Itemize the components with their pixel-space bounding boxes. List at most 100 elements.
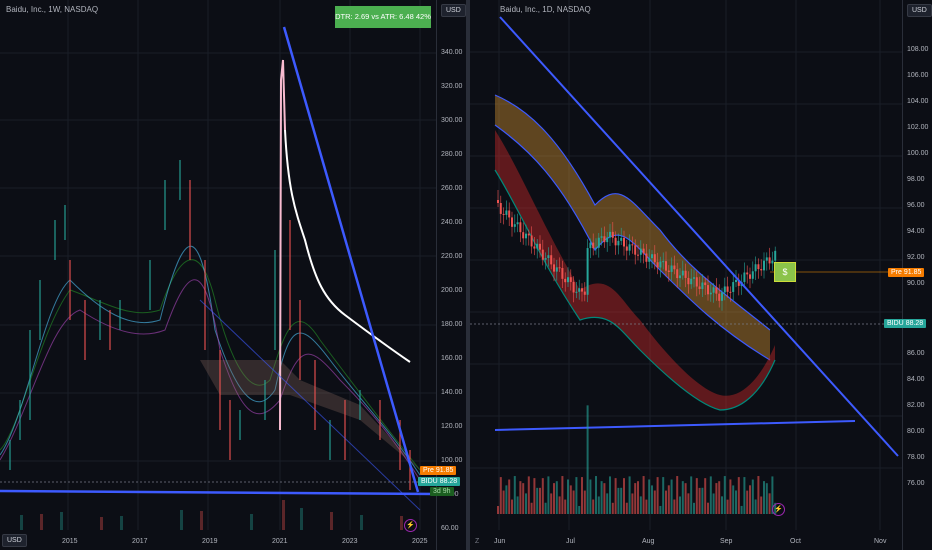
volume-bar (589, 479, 592, 514)
left-chart-canvas[interactable] (0, 0, 466, 550)
volume-bar (732, 485, 735, 514)
right-chart-title: Baidu, Inc., 1D, NASDAQ (500, 5, 591, 14)
left-currency-bottom-button[interactable]: USD (2, 534, 27, 547)
left-y-tick: 220.00 (441, 253, 463, 260)
volume-bar (648, 479, 651, 514)
candle-body (628, 244, 631, 251)
candle-body (547, 255, 550, 259)
candle-body (690, 278, 693, 285)
candle-body (597, 237, 600, 248)
candle-body (709, 292, 712, 295)
candle-body (659, 261, 662, 268)
dollar-bill-icon[interactable]: $ (774, 262, 796, 282)
candle-body (681, 270, 684, 276)
volume-bar (665, 490, 667, 514)
volume-bar (541, 478, 544, 514)
volume-bar (768, 493, 771, 514)
volume-bar (544, 502, 547, 514)
left-countdown-tag: 3d 9h (430, 487, 454, 496)
right-y-tick: 86.00 (907, 350, 925, 357)
volume-bar (497, 506, 499, 514)
volume-bar (715, 483, 718, 514)
candle-body (558, 267, 561, 269)
candle-body (743, 272, 746, 282)
candle-body (609, 231, 611, 238)
candle-body (757, 264, 760, 270)
left-price-axis[interactable]: USD 340.00 320.00 300.00 280.00 260.00 2… (436, 0, 467, 550)
candle-body (639, 248, 642, 255)
volume-bar (771, 476, 774, 514)
volume-bar (620, 487, 623, 514)
left-pre-tag: Pre 91.85 (420, 466, 457, 475)
right-y-tick: 100.00 (907, 150, 929, 157)
right-y-tick: 106.00 (907, 72, 929, 79)
left-y-tick: 160.00 (441, 355, 463, 362)
volume-bar (721, 496, 723, 514)
right-chart-canvas[interactable] (470, 0, 932, 550)
candle-body (765, 257, 768, 261)
candle-body (511, 217, 513, 227)
volume-bar (513, 476, 516, 514)
left-x-tick: 2023 (342, 538, 358, 545)
volume-bar (693, 502, 695, 514)
right-currency-button[interactable]: USD (907, 4, 932, 17)
volume-bar (553, 483, 555, 514)
candle-body (676, 269, 679, 279)
left-x-tick: 2019 (202, 538, 218, 545)
volume-bar (536, 487, 539, 514)
volume-bar (525, 493, 527, 514)
candle-body (581, 288, 583, 292)
volume-bar (628, 476, 631, 514)
right-y-tick: 76.00 (907, 480, 925, 487)
volume-bar (656, 477, 659, 514)
volume-bar (606, 493, 609, 514)
left-y-tick: 320.00 (441, 83, 463, 90)
zoom-icon[interactable]: Z (475, 538, 480, 545)
volume-bar (547, 476, 550, 514)
volume-bar (687, 493, 690, 514)
candle-body (673, 265, 676, 270)
left-currency-button[interactable]: USD (441, 4, 466, 17)
candle-body (721, 292, 723, 301)
candle-body (634, 245, 637, 255)
candle-body (564, 278, 567, 283)
volume-bar (670, 479, 673, 514)
volume-bar (516, 496, 519, 514)
right-y-tick: 96.00 (907, 202, 925, 209)
candle-body (642, 248, 645, 254)
candle-body (665, 261, 667, 271)
left-y-tick: 300.00 (441, 117, 463, 124)
volume-bar (707, 502, 709, 514)
volume-bar (718, 481, 721, 514)
candle-body (606, 237, 609, 243)
candle-body (718, 293, 721, 301)
candle-body (595, 247, 597, 249)
candle-body (617, 240, 620, 246)
bolt-icon[interactable]: ⚡ (772, 503, 785, 516)
volume-bar (575, 477, 578, 514)
volume-bar (499, 477, 502, 514)
right-chart-pane[interactable]: Baidu, Inc., 1D, NASDAQ $ ⚡ USD 108.00 1… (470, 0, 932, 550)
candle-body (536, 243, 539, 249)
candle-body (662, 261, 665, 263)
candle-body (505, 210, 508, 215)
candle-body (600, 236, 603, 238)
volume-bar (634, 483, 637, 514)
left-chart-pane[interactable]: Baidu, Inc., 1W, NASDAQ DTR: 2.69 vs ATR… (0, 0, 467, 550)
volume-bar (617, 487, 620, 514)
left-y-tick: 140.00 (441, 389, 463, 396)
candle-body (625, 246, 628, 251)
volume-bar (583, 490, 586, 514)
candle-body (754, 264, 757, 272)
candle-body (561, 267, 564, 279)
candle-body (715, 287, 718, 294)
volume-bar (653, 490, 656, 514)
volume-bar (645, 499, 648, 514)
pane-divider[interactable] (466, 0, 470, 550)
volume-bar (754, 499, 757, 514)
volume-bar (709, 476, 712, 514)
candle-body (737, 279, 740, 286)
volume-bar (623, 478, 625, 514)
bolt-icon[interactable]: ⚡ (404, 519, 417, 532)
volume-bar (704, 478, 707, 514)
